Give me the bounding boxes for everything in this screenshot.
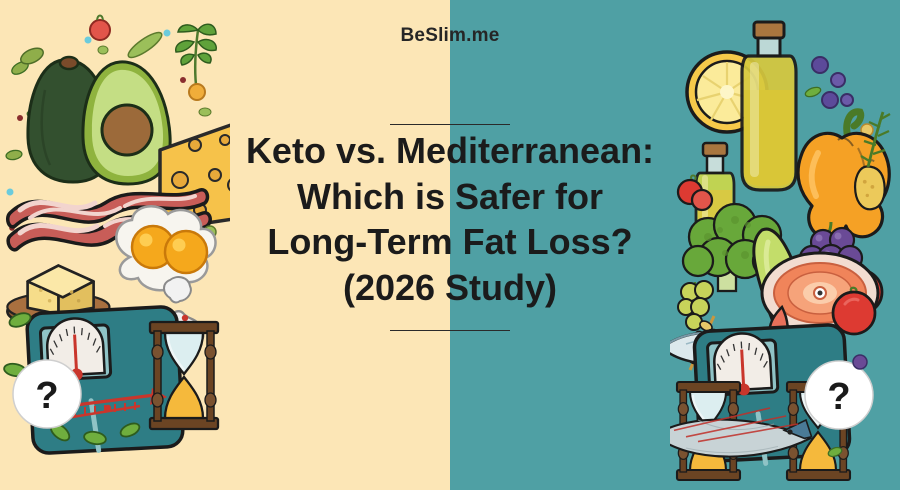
svg-text:?: ?	[35, 375, 58, 417]
svg-text:?: ?	[827, 376, 850, 418]
